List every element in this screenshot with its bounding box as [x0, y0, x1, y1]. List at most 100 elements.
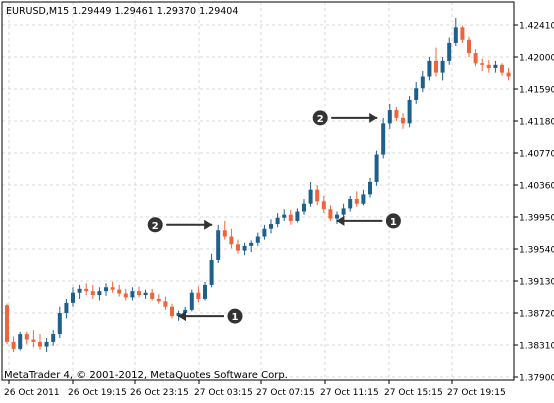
candle-bull [249, 240, 254, 253]
candle-bear [229, 228, 234, 249]
candle-bull [203, 281, 207, 301]
x-tick-label: 27 Oct 03:15 [194, 388, 253, 398]
candle-bull [308, 181, 313, 207]
y-tick-label: 1.42410 [519, 22, 554, 32]
arrow-head [204, 219, 213, 230]
candle-bear [394, 106, 399, 121]
candle-bull [189, 289, 194, 312]
candle-bull [368, 177, 372, 198]
candle-bear [315, 185, 320, 206]
y-tick-label: 1.37900 [519, 374, 554, 384]
candle-bear [123, 288, 128, 301]
grid [2, 2, 514, 380]
y-tick-label: 1.39540 [519, 246, 554, 256]
arrow-head [369, 112, 378, 123]
candle-bull [453, 17, 458, 47]
arrow-head [178, 311, 186, 322]
candle-bear [24, 331, 29, 345]
annotation-marker-1: 1 [336, 213, 401, 229]
y-tick-label: 1.39950 [519, 214, 554, 224]
candle-bull [269, 219, 273, 234]
candle-bull [302, 199, 306, 215]
candle-bull [64, 298, 69, 319]
candle-bear [288, 209, 293, 225]
y-tick-label: 1.41590 [519, 86, 554, 96]
candle-bull [51, 330, 56, 346]
candle-bear [467, 36, 471, 57]
candle-bull [348, 195, 353, 212]
candle-bear [236, 239, 240, 254]
candle-bear [401, 113, 405, 129]
y-axis: 1.42410 1.42000 1.41590 1.41180 1.40770 1.403… [514, 22, 554, 384]
candle-bull [414, 81, 419, 104]
candle-bull [77, 284, 82, 299]
candle-bull [282, 209, 287, 221]
candle-bull [427, 57, 432, 81]
x-tick-label: 26 Oct 23:15 [130, 388, 189, 398]
candle-bear [38, 334, 42, 350]
y-tick-label: 1.38310 [519, 342, 554, 352]
candle-bull [361, 189, 366, 206]
marker-label: 1 [232, 312, 239, 323]
candle-bear [170, 303, 174, 319]
candle-bear [150, 288, 155, 301]
candle-bull [374, 150, 379, 186]
candle-bull [44, 337, 49, 353]
x-tick-label: 27 Oct 07:15 [256, 388, 315, 398]
candle-bear [117, 284, 122, 297]
y-tick-label: 1.40770 [519, 150, 554, 160]
candle-bull [255, 232, 260, 246]
candle-bear [460, 25, 465, 43]
candle-bull [130, 287, 135, 301]
annotation-marker-1: 1 [178, 308, 243, 324]
candle-bear [163, 296, 168, 310]
candle-bear [506, 67, 511, 81]
annotations: 1 2 1 2 [147, 110, 401, 324]
candle-bull [242, 242, 247, 256]
y-tick-label: 1.42000 [519, 54, 554, 64]
y-tick-label: 1.39130 [519, 278, 554, 288]
x-tick-label: 27 Oct 11:15 [320, 388, 379, 398]
candle-bull [275, 213, 280, 228]
candle-bull [341, 203, 346, 218]
marker-label: 2 [317, 114, 324, 125]
candle-bull [18, 331, 23, 351]
candle-bull [97, 287, 102, 301]
symbol-info: EURUSD,M15 1.29449 1.29461 1.29370 1.294… [6, 6, 238, 17]
candle-bull [381, 117, 386, 159]
candle-bear [31, 330, 36, 348]
candle-bull [104, 283, 108, 296]
candle-bear [328, 205, 333, 221]
candle-bull [387, 103, 392, 129]
candle-bear [321, 195, 326, 214]
candle-bull [295, 208, 300, 223]
candle-bear [480, 58, 485, 72]
candle-bull [57, 306, 62, 338]
marker-label: 2 [152, 221, 159, 232]
candle-bear [473, 49, 478, 67]
x-tick-label: 27 Oct 15:15 [384, 388, 443, 398]
marker-circle [312, 110, 328, 126]
candle-bear [222, 220, 227, 240]
candles [5, 17, 511, 353]
y-tick-label: 1.41180 [519, 118, 554, 128]
y-tick-label: 1.38720 [519, 310, 554, 320]
candle-bull [493, 60, 498, 73]
y-tick-label: 1.40360 [519, 182, 554, 192]
candle-bear [5, 303, 9, 345]
candle-bear [196, 286, 201, 303]
plot-border [1, 1, 515, 381]
x-tick-label: 26 Oct 19:15 [68, 388, 127, 398]
candle-bear [90, 284, 95, 299]
candle-bull [440, 57, 445, 81]
candle-bear [354, 191, 359, 207]
candle-bull [447, 37, 452, 65]
marker-circle [385, 213, 401, 229]
candle-bull [71, 287, 75, 307]
arrow-head [336, 215, 345, 226]
candle-bull [335, 211, 339, 225]
marker-circle [147, 217, 163, 233]
candle-bear [486, 60, 491, 73]
candle-bull [420, 71, 425, 93]
candle-bull [262, 224, 267, 240]
